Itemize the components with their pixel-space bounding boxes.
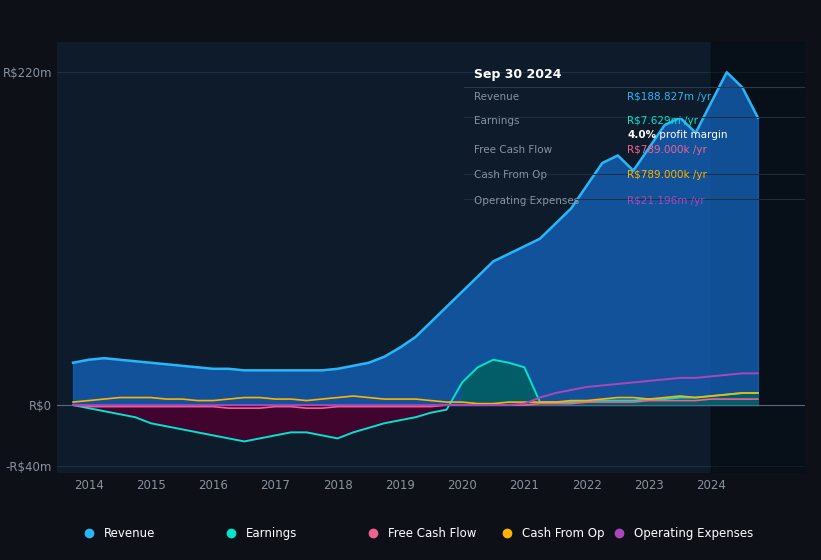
Text: Revenue: Revenue [474, 92, 519, 102]
Text: R$789.000k /yr: R$789.000k /yr [627, 170, 707, 180]
Text: Operating Expenses: Operating Expenses [474, 196, 580, 206]
Text: profit margin: profit margin [656, 130, 728, 141]
Text: Cash From Op: Cash From Op [474, 170, 547, 180]
Text: R$21.196m /yr: R$21.196m /yr [627, 196, 705, 206]
Text: Operating Expenses: Operating Expenses [635, 527, 754, 540]
Text: R$188.827m /yr: R$188.827m /yr [627, 92, 712, 102]
Text: Revenue: Revenue [103, 527, 155, 540]
Text: 4.0%: 4.0% [627, 130, 657, 141]
Text: Free Cash Flow: Free Cash Flow [388, 527, 476, 540]
Bar [711, 42, 805, 473]
Text: R$789.000k /yr: R$789.000k /yr [627, 145, 707, 155]
Text: Free Cash Flow: Free Cash Flow [474, 145, 553, 155]
Text: Earnings: Earnings [245, 527, 297, 540]
Text: Earnings: Earnings [474, 116, 520, 126]
Text: R$7.629m /yr: R$7.629m /yr [627, 116, 699, 126]
Text: Sep 30 2024: Sep 30 2024 [474, 68, 562, 81]
Text: Cash From Op: Cash From Op [522, 527, 605, 540]
